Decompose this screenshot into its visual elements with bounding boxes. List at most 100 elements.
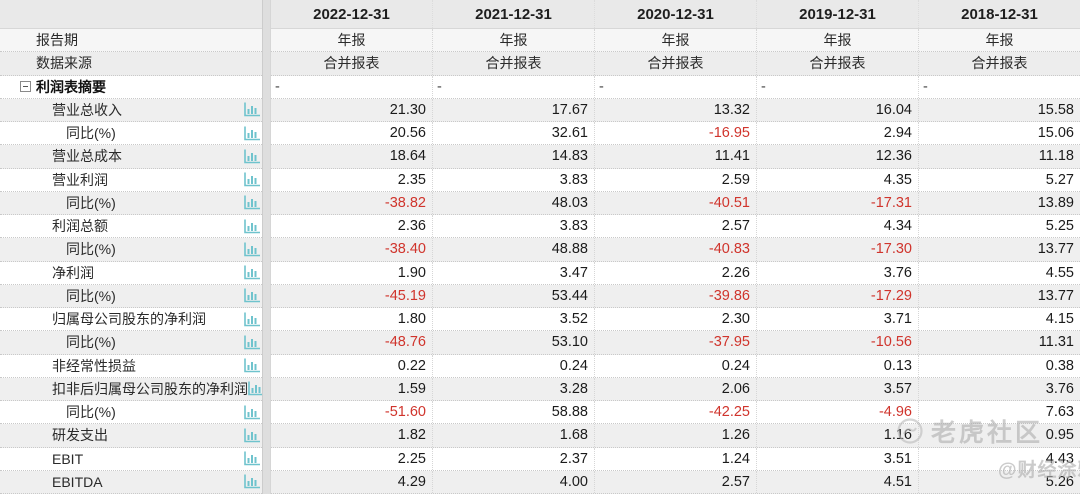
row-label: 同比(%) [0,238,262,260]
cell-value: 0.22 [271,354,433,377]
row-label-text: 归属母公司股东的净利润 [52,311,206,328]
cell-value: -37.95 [595,331,757,354]
row-label-text: 同比(%) [66,404,116,421]
row-label-text: 扣非后归属母公司股东的净利润 [52,380,248,397]
cell-value: 53.10 [433,331,595,354]
cell-value: 4.51 [757,470,919,493]
cell-value: 0.95 [1045,427,1074,444]
bar-chart-icon[interactable] [244,358,260,373]
row-label-text: 数据来源 [36,55,92,72]
table-row: EBIT 2.25 2.37 1.24 3.51 4.43 [0,447,1080,471]
cell-value: -38.82 [271,191,433,214]
cell-value: -17.30 [757,238,919,261]
cell-value: 2.57 [595,215,757,238]
cell-value: 1.59 [271,377,433,400]
cell-value: 3.76 [757,261,919,284]
cell-value: 年报 [757,29,919,52]
cell-value: -16.95 [595,122,757,145]
cell-value: -10.56 [757,331,919,354]
cell-value: 2.37 [433,447,595,470]
cell-value: -51.60 [271,401,433,424]
cell-value: 3.57 [757,377,919,400]
collapse-toggle-icon[interactable] [20,81,31,93]
cell-value: 13.32 [595,98,757,121]
bar-chart-icon[interactable] [244,265,260,280]
cell-value: -17.29 [757,284,919,307]
table-row: 报告期 年报 年报 年报 年报 年报 [0,29,1080,53]
cell-value: 4.34 [757,215,919,238]
row-label-text: 非经常性损益 [52,357,136,374]
cell-value: 年报 [433,29,595,52]
table-row: 营业总收入 21.30 17.67 13.32 16.04 15.58 [0,98,1080,122]
cell-value: 3.83 [433,168,595,191]
cell-value: 年报 [595,29,757,52]
bar-chart-icon[interactable] [244,195,260,210]
bar-chart-icon[interactable] [244,242,260,257]
cell-value: 4.35 [757,168,919,191]
cell-value: 2.94 [757,122,919,145]
header-corner-cell [0,0,262,28]
row-label: EBIT [0,448,262,470]
cell-value: 年报 [985,32,1014,49]
cell-value: 3.52 [433,308,595,331]
row-label: 营业利润 [0,169,262,191]
cell-value: 4.29 [271,470,433,493]
cell-value: 1.80 [271,308,433,331]
bar-chart-icon[interactable] [244,474,260,489]
row-label: 报告期 [0,29,262,51]
bar-chart-icon[interactable] [244,172,260,187]
bar-chart-icon[interactable] [244,288,260,303]
cell-value: 21.30 [271,98,433,121]
cell-value: 2.06 [595,377,757,400]
cell-value: 5.27 [1045,171,1074,188]
row-label: 归属母公司股东的净利润 [0,308,262,330]
row-label: 同比(%) [0,285,262,307]
cell-value: -42.25 [595,401,757,424]
row-label-text: EBIT [52,450,84,467]
row-label: 非经常性损益 [0,355,262,377]
cell-value: -4.96 [757,401,919,424]
cell-value: 4.43 [1045,450,1074,467]
cell-value: 17.67 [433,98,595,121]
cell-value: 15.06 [1037,125,1074,142]
cell-value: 15.58 [1037,101,1074,118]
bar-chart-icon[interactable] [244,312,260,327]
table-header-row: 2022-12-31 2021-12-31 2020-12-31 2019-12… [0,0,1080,29]
bar-chart-icon[interactable] [244,428,260,443]
bar-chart-icon[interactable] [244,149,260,164]
bar-chart-icon[interactable] [244,126,260,141]
frozen-column-divider[interactable] [262,0,271,494]
cell-value: 48.03 [433,191,595,214]
cell-value: 16.04 [757,98,919,121]
cell-value: -17.31 [757,191,919,214]
cell-value: 2.59 [595,168,757,191]
cell-value: -40.51 [595,191,757,214]
table-row: 研发支出 1.82 1.68 1.26 1.16 0.95 [0,424,1080,448]
cell-value: 0.24 [595,354,757,377]
row-label-text: 同比(%) [66,241,116,258]
bar-chart-icon[interactable] [244,102,260,117]
cell-value: 11.18 [1038,148,1074,165]
table-row: 数据来源 合并报表 合并报表 合并报表 合并报表 合并报表 [0,52,1080,76]
bar-chart-icon[interactable] [244,335,260,350]
cell-value: 20.56 [271,122,433,145]
cell-value: -39.86 [595,284,757,307]
cell-value: 11.41 [595,145,757,168]
table-row: EBITDA 4.29 4.00 2.57 4.51 5.26 [0,470,1080,494]
row-label-text: 同比(%) [66,125,116,142]
cell-value: 32.61 [433,122,595,145]
cell-value: 合并报表 [271,52,433,75]
cell-value: -48.76 [271,331,433,354]
cell-value: 1.26 [595,424,757,447]
row-label-text: 同比(%) [66,334,116,351]
bar-chart-icon[interactable] [248,381,262,396]
cell-value: 2.57 [595,470,757,493]
row-label-text: 报告期 [36,32,78,49]
cell-value: 3.47 [433,261,595,284]
bar-chart-icon[interactable] [244,451,260,466]
bar-chart-icon[interactable] [244,219,260,234]
bar-chart-icon[interactable] [244,405,260,420]
table-row: 非经常性损益 0.22 0.24 0.24 0.13 0.38 [0,354,1080,378]
table-row: 净利润 1.90 3.47 2.26 3.76 4.55 [0,261,1080,285]
table-row: 同比(%) -45.19 53.44 -39.86 -17.29 13.77 [0,284,1080,308]
